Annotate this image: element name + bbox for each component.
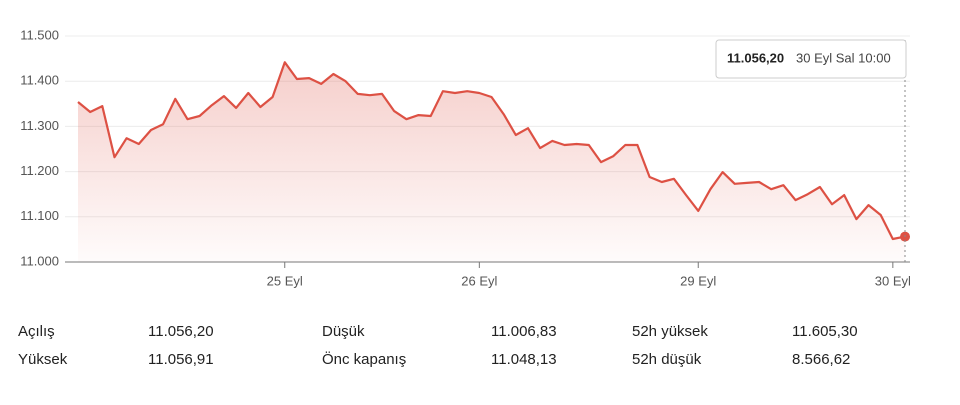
stat-label: 52h yüksek	[632, 323, 708, 340]
stat-value: 11.006,83	[491, 323, 557, 340]
x-tick-label: 26 Eyl	[461, 273, 497, 288]
x-tick-label: 25 Eyl	[267, 273, 303, 288]
stat-value: 11.056,91	[148, 351, 214, 368]
stat-label: Yüksek	[18, 351, 68, 368]
y-tick-label: 11.500	[20, 27, 59, 42]
y-tick-label: 11.100	[20, 208, 59, 223]
stat-value: 11.605,30	[792, 323, 858, 340]
y-tick-label: 11.400	[20, 73, 59, 88]
tooltip-value: 11.056,20	[727, 50, 784, 65]
stat-label: 52h düşük	[632, 351, 702, 368]
line	[77, 61, 906, 241]
x-tick-label: 29 Eyl	[680, 273, 716, 288]
stat-label: Açılış	[18, 323, 55, 340]
stat-label: Önc kapanış	[322, 350, 406, 368]
x-tick-label: 30 Eyl	[875, 273, 911, 288]
area	[78, 62, 905, 262]
tooltip-box	[715, 39, 907, 79]
tooltip-time: 30 Eyl Sal 10:00	[796, 50, 891, 65]
y-tick-label: 11.200	[20, 163, 59, 178]
stat-value: 11.048,13	[491, 351, 557, 368]
stat-value: 11.056,20	[148, 323, 214, 340]
stat-value: 8.566,62	[792, 351, 850, 368]
y-tick-label: 11.300	[20, 118, 59, 133]
stat-label: Düşük	[322, 323, 365, 340]
y-tick-label: 11.000	[20, 253, 59, 268]
